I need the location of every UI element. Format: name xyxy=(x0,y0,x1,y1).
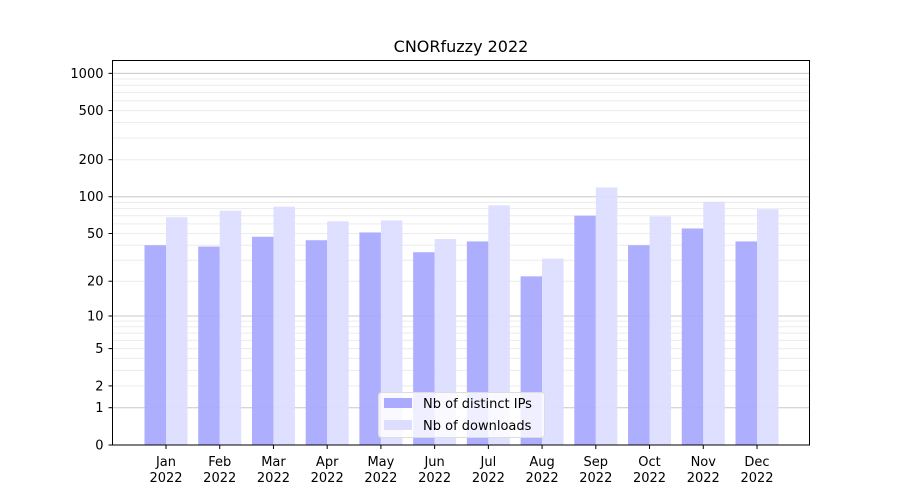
x-tick-label: Aug 2022 xyxy=(526,455,559,486)
x-tick-label: Nov 2022 xyxy=(687,455,720,486)
bar-ips xyxy=(574,215,596,445)
x-tick-label: Oct 2022 xyxy=(633,455,666,486)
legend-label-ips: Nb of distinct IPs xyxy=(423,397,532,412)
bar-ips xyxy=(305,240,328,445)
bar-ips xyxy=(359,232,381,445)
x-tick-label: Jun 2022 xyxy=(418,455,451,486)
x-tick-label: Apr 2022 xyxy=(311,455,344,486)
plot-frame xyxy=(112,60,810,446)
bar-ips xyxy=(198,246,220,445)
bar-downloads xyxy=(166,217,188,445)
y-tick-label: 5 xyxy=(95,342,103,357)
bar-ips xyxy=(628,245,650,445)
bar-ips xyxy=(681,228,704,445)
x-tick-label: Feb 2022 xyxy=(203,455,236,486)
y-tick-label: 200 xyxy=(79,153,104,168)
bar-downloads xyxy=(542,258,564,445)
bar-downloads xyxy=(219,210,242,445)
bar-ips xyxy=(251,236,274,445)
y-tick-label: 0 xyxy=(95,439,103,454)
bar-downloads xyxy=(327,221,349,445)
legend-swatch-downloads xyxy=(384,420,412,430)
legend-label-downloads: Nb of downloads xyxy=(423,419,532,434)
bar-downloads xyxy=(757,209,779,445)
bar-downloads xyxy=(273,206,295,445)
legend-box xyxy=(378,392,545,438)
x-tick-label: Jan 2022 xyxy=(149,455,182,486)
bar-ips xyxy=(144,245,166,445)
x-tick-label: Jul 2022 xyxy=(472,455,505,486)
y-tick-label: 50 xyxy=(87,227,104,242)
x-tick-label: Dec 2022 xyxy=(740,455,773,486)
x-tick-label: May 2022 xyxy=(364,455,397,486)
bar-ips xyxy=(735,241,757,445)
y-tick-label: 1000 xyxy=(70,67,103,82)
chart-title: CNORfuzzy 2022 xyxy=(394,37,529,56)
x-tick-label: Sep 2022 xyxy=(579,455,612,486)
y-tick-label: 500 xyxy=(79,104,104,119)
y-tick-label: 2 xyxy=(95,379,103,394)
y-tick-label: 10 xyxy=(87,310,104,325)
bar-downloads xyxy=(380,220,403,445)
x-tick-label: Mar 2022 xyxy=(257,455,290,486)
legend-swatch-ips xyxy=(384,398,412,408)
bar-downloads xyxy=(488,205,510,445)
bar-downloads xyxy=(703,201,725,445)
bar-downloads xyxy=(649,216,672,445)
y-tick-label: 1 xyxy=(95,401,103,416)
legend: Nb of distinct IPs Nb of downloads xyxy=(378,392,545,438)
x-axis: Jan 2022 Feb 2022 Mar 2022 Apr 2022 May 2022 Jun 20… xyxy=(149,445,774,486)
y-axis: 0 1 2 5 10 20 50 100 200 500 1000 xyxy=(70,67,113,454)
y-tick-label: 20 xyxy=(87,275,104,290)
y-tick-label: 100 xyxy=(79,190,104,205)
bar-downloads xyxy=(595,187,618,445)
